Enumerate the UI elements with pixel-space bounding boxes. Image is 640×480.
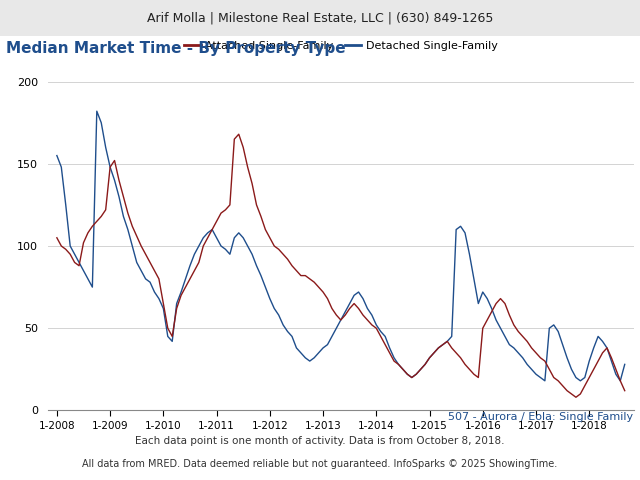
Text: All data from MRED. Data deemed reliable but not guaranteed. InfoSparks © 2025 S: All data from MRED. Data deemed reliable… [83,458,557,468]
Text: Each data point is one month of activity. Data is from October 8, 2018.: Each data point is one month of activity… [135,436,505,446]
Text: 507 - Aurora / Eola: Single Family: 507 - Aurora / Eola: Single Family [449,412,634,422]
Text: Median Market Time - By Property Type: Median Market Time - By Property Type [6,41,346,56]
Text: Arif Molla | Milestone Real Estate, LLC | (630) 849-1265: Arif Molla | Milestone Real Estate, LLC … [147,12,493,24]
Legend: Attached Single-Family, Detached Single-Family: Attached Single-Family, Detached Single-… [180,36,502,55]
